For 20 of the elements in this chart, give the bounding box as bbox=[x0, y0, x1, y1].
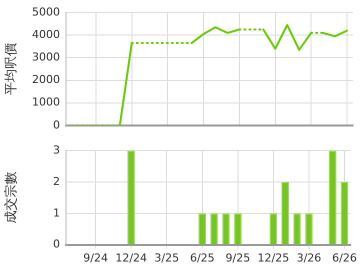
y-tick-label: 4000 bbox=[32, 28, 60, 42]
x-tick-label: 12/25 bbox=[258, 251, 290, 264]
y-tick-label: 3 bbox=[53, 143, 60, 156]
y-tick-label: 0 bbox=[53, 238, 60, 251]
y-tick-label: 2 bbox=[53, 174, 60, 188]
x-tick-label: 6/25 bbox=[190, 251, 215, 264]
y-tick-label: 2000 bbox=[32, 73, 60, 86]
x-tick-label: 9/25 bbox=[225, 251, 250, 264]
y-tick-label: 5000 bbox=[32, 5, 60, 18]
x-tick-label: 9/24 bbox=[83, 251, 108, 264]
x-tick-label: 3/26 bbox=[296, 251, 322, 264]
y-axis-title: 成交宗數 bbox=[3, 172, 20, 224]
y-tick-label: 1 bbox=[53, 206, 60, 220]
y-tick-label: 1000 bbox=[32, 96, 60, 109]
y-tick-label: 0 bbox=[53, 118, 60, 132]
y-axis-title: 平均呎價 bbox=[4, 43, 20, 95]
x-tick-label: 6/26 bbox=[332, 251, 357, 264]
x-tick-label: 3/25 bbox=[154, 251, 180, 264]
y-tick-label: 3000 bbox=[32, 50, 60, 64]
x-tick-label: 12/24 bbox=[115, 251, 148, 264]
